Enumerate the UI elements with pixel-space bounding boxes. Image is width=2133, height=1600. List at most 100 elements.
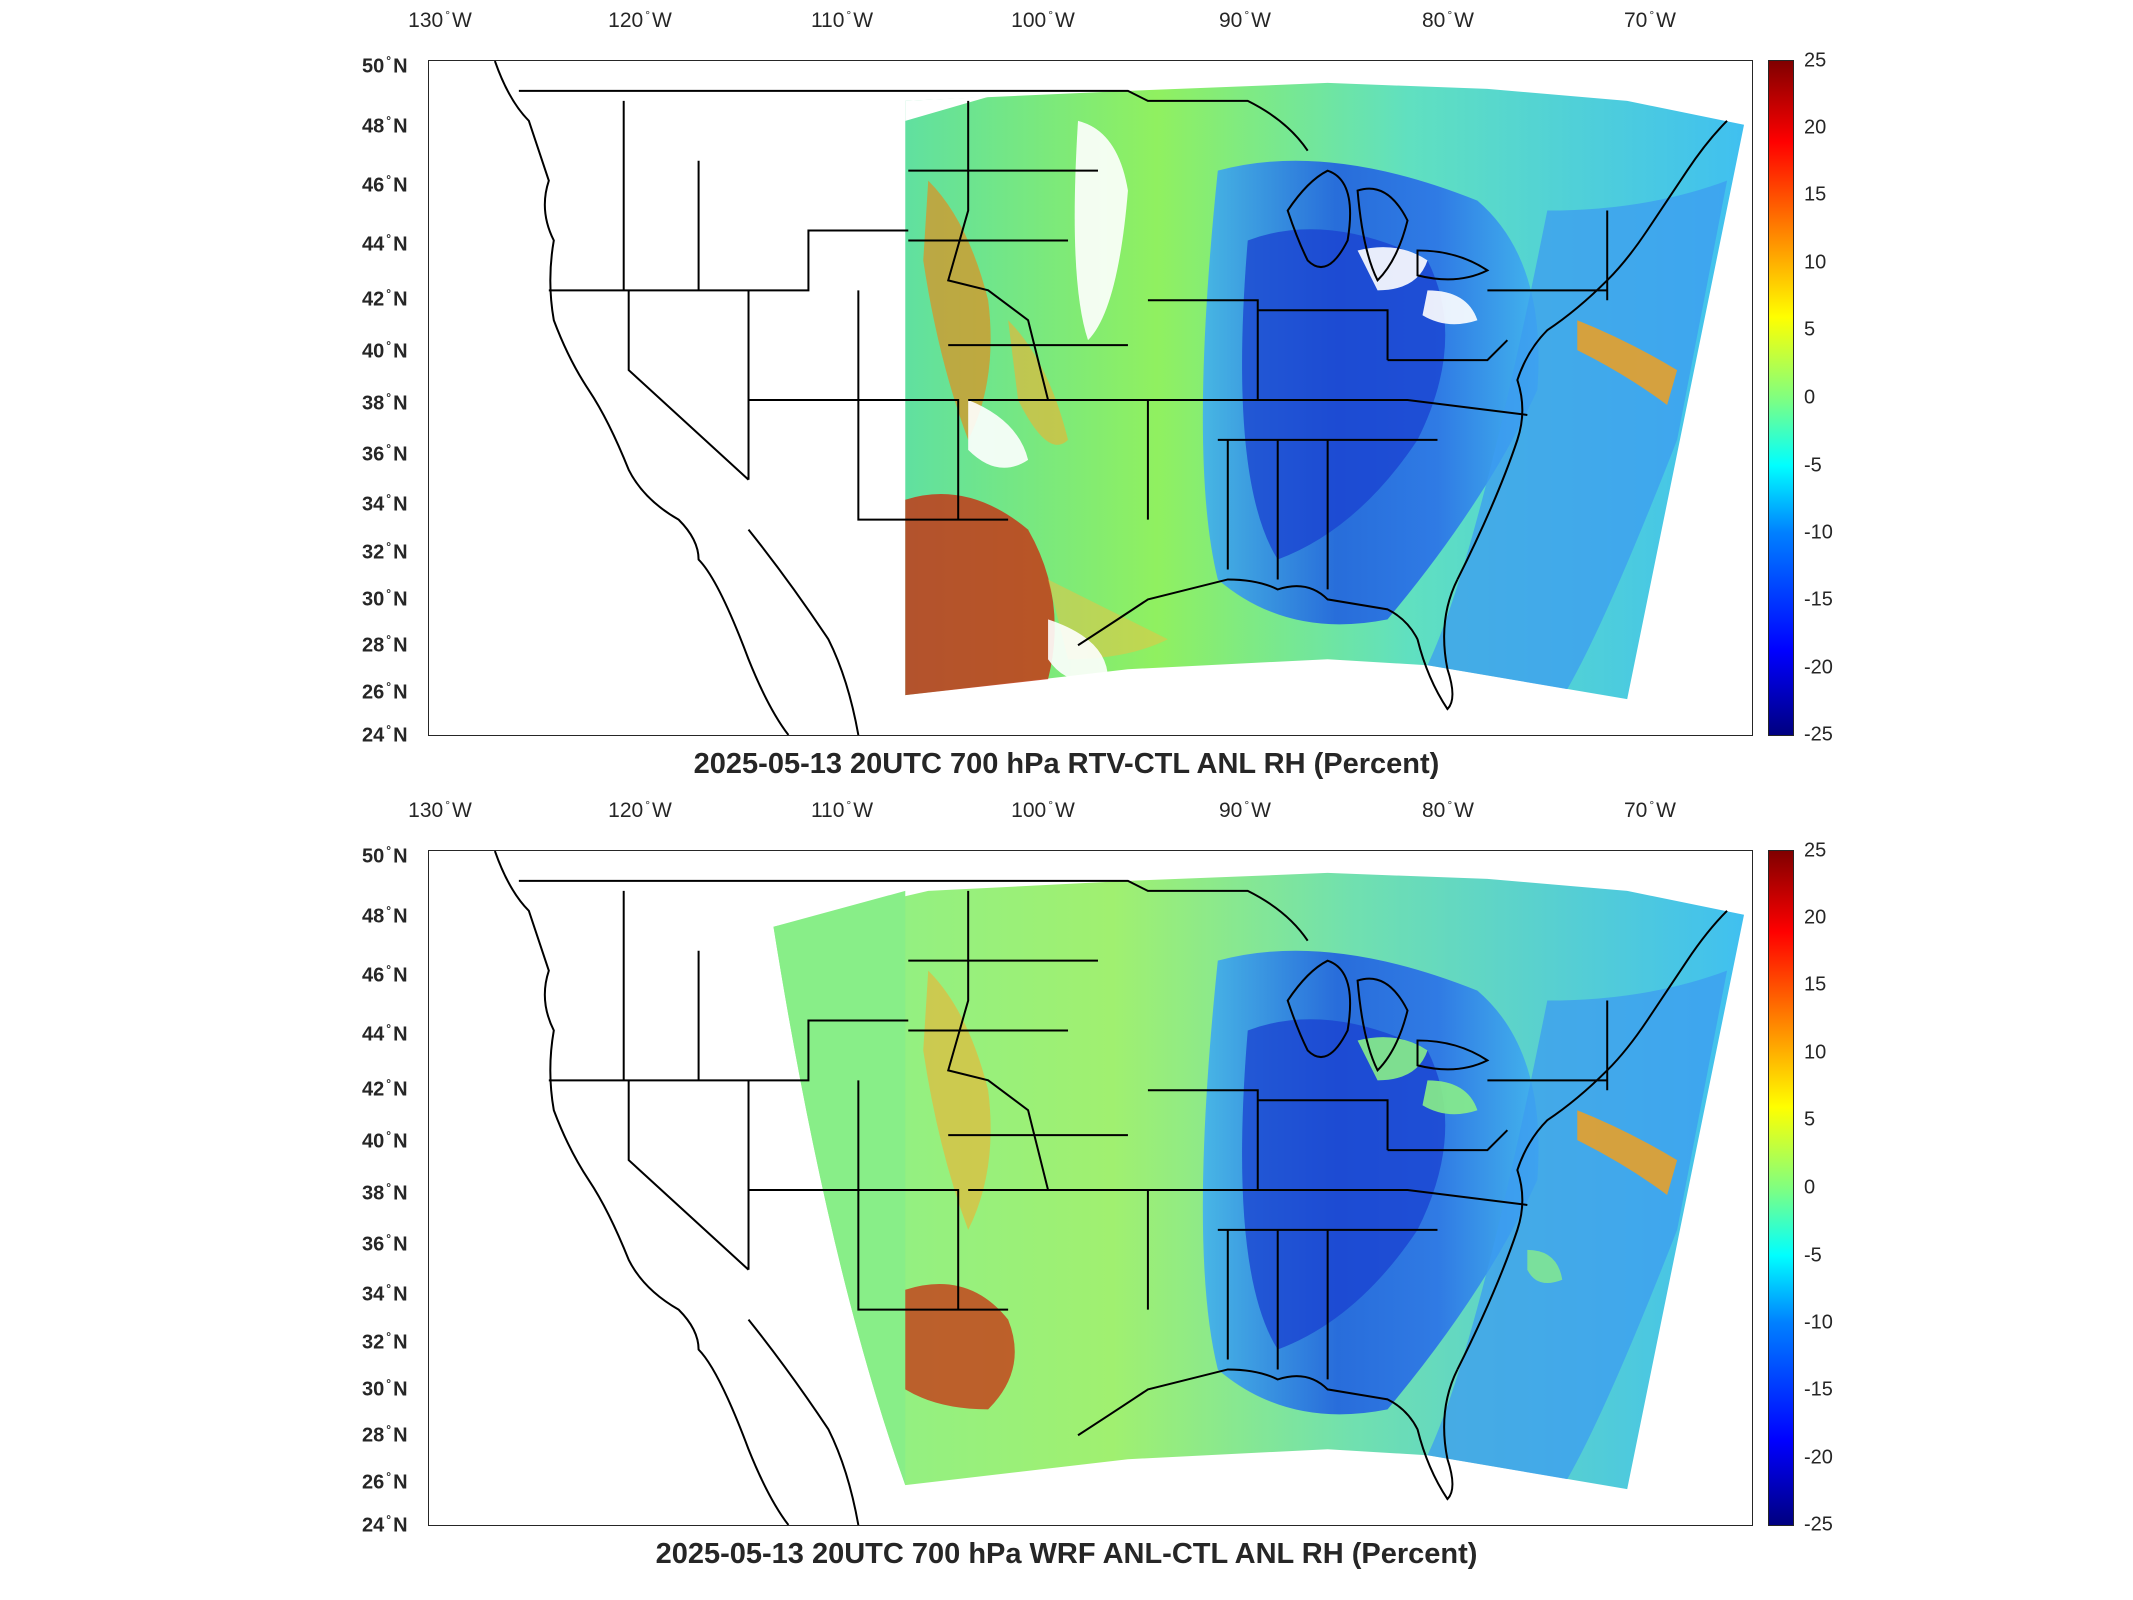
lat-label: 46 ° N	[362, 172, 408, 197]
lat-label: 32 ° N	[362, 1329, 408, 1354]
lon-label: 100 °W	[1011, 798, 1075, 822]
lat-label: 38 ° N	[362, 1180, 408, 1205]
panel-rtv-ctl: 130 °W 120 °W 110 °W 100 °W 90 °W 80 °W 70 °W 5…	[0, 0, 2133, 790]
west-coast	[493, 61, 790, 735]
moist-band	[1577, 1110, 1678, 1195]
moist-plains	[923, 970, 991, 1230]
lat-label: 48 ° N	[362, 903, 408, 928]
lat-label: 30 ° N	[362, 1376, 408, 1401]
lat-label: 40 ° N	[362, 1128, 408, 1153]
lat-label: 28 ° N	[362, 1422, 408, 1447]
colorbar-tick-label: -20	[1804, 656, 1833, 679]
moist-band	[1577, 320, 1678, 405]
colorbar-tick-label: 10	[1804, 1041, 1827, 1064]
lat-label: 28 ° N	[362, 632, 408, 657]
state-line	[627, 1080, 750, 1271]
lat-label: 40 ° N	[362, 338, 408, 363]
east-coast	[1456, 910, 1728, 1370]
lat-label: 34 ° N	[362, 491, 408, 516]
great-lakes	[1356, 977, 1409, 1073]
moist-plains	[923, 180, 991, 440]
state-line	[627, 290, 750, 481]
missing-region	[905, 96, 989, 121]
rh-difference-map	[493, 851, 1745, 1525]
state-line	[748, 398, 960, 520]
lat-label: 36 ° N	[362, 1231, 408, 1256]
neutral-patch	[1527, 1249, 1563, 1284]
lon-label: 130 °W	[408, 8, 472, 32]
great-lakes	[1356, 187, 1409, 283]
moist-southwest	[905, 494, 1055, 696]
great-lakes	[1286, 169, 1352, 268]
colorbar-tick-label: -10	[1804, 521, 1833, 544]
state-line	[1387, 339, 1509, 362]
lat-label: 42 ° N	[362, 1076, 408, 1101]
lon-label: 100 °W	[1011, 8, 1075, 32]
lon-label: 130 °W	[408, 798, 472, 822]
missing-region	[968, 399, 1029, 468]
colorbar-tick-label: -25	[1804, 1513, 1833, 1536]
colorbar-tick-label: -5	[1804, 454, 1822, 477]
panel-wrf-anl-ctl: 130 °W 120 °W 110 °W 100 °W 90 °W 80 °W 70 °W 5…	[0, 790, 2133, 1600]
state-line	[548, 229, 909, 292]
east-coast	[1456, 120, 1728, 580]
map-boundaries	[493, 851, 1728, 1525]
state-line	[748, 1188, 960, 1310]
colorbar-tick-label: 25	[1804, 49, 1827, 72]
state-line	[1147, 1188, 1528, 1206]
colorbar	[1768, 60, 1794, 736]
state-line	[1257, 1099, 1389, 1151]
panel-title: 2025-05-13 20UTC 700 hPa RTV-CTL ANL RH …	[693, 748, 1440, 780]
lon-label: 120 °W	[608, 798, 672, 822]
lon-label: 110 °W	[810, 798, 874, 822]
baja-coast	[747, 528, 860, 735]
state-line	[1147, 299, 1259, 400]
state-line	[1387, 1129, 1509, 1152]
lon-label: 90 °W	[1219, 8, 1271, 32]
lon-label: 80 °W	[1422, 8, 1474, 32]
lat-label: 48 ° N	[362, 113, 408, 138]
state-line	[857, 1080, 1009, 1311]
great-lakes	[1416, 249, 1490, 281]
map-boundaries	[493, 61, 1728, 735]
colorbar-tick-label: -15	[1804, 588, 1833, 611]
lon-label: 80 °W	[1422, 798, 1474, 822]
great-lakes	[1286, 959, 1352, 1058]
lon-label: 120 °W	[608, 8, 672, 32]
neutral-patch	[1357, 1037, 1428, 1081]
lon-label: 70 °W	[1624, 798, 1676, 822]
state-line	[1147, 398, 1528, 416]
colorbar-tick-label: -5	[1804, 1244, 1822, 1267]
atlantic-band	[1427, 970, 1728, 1480]
dry-core	[1242, 229, 1446, 560]
lat-label: 44 ° N	[362, 231, 408, 256]
colorbar-tick-label: 20	[1804, 116, 1827, 139]
canada-border	[518, 89, 1309, 152]
west-coast	[493, 851, 790, 1525]
rh-difference-map	[493, 61, 1745, 735]
state-line	[548, 1019, 909, 1082]
lat-label: 26 ° N	[362, 1469, 408, 1494]
state-line	[857, 290, 1009, 521]
panel-title: 2025-05-13 20UTC 700 hPa WRF ANL-CTL ANL…	[655, 1538, 1478, 1570]
lat-label: 30 ° N	[362, 586, 408, 611]
map-frame	[428, 60, 1753, 736]
lat-label: 36 ° N	[362, 441, 408, 466]
colorbar-tick-label: 15	[1804, 183, 1827, 206]
canada-border	[518, 879, 1309, 942]
colorbar	[1768, 850, 1794, 1526]
colorbar-tick-label: 15	[1804, 973, 1827, 996]
colorbar-tick-label: 5	[1804, 318, 1816, 341]
colorbar-tick-label: 25	[1804, 839, 1827, 862]
lat-label: 42 ° N	[362, 286, 408, 311]
colorbar-tick-label: 0	[1804, 1176, 1816, 1199]
missing-region	[1422, 290, 1478, 325]
colorbar-tick-label: 10	[1804, 251, 1827, 274]
lat-label: 26 ° N	[362, 679, 408, 704]
missing-region	[1074, 120, 1128, 341]
neutral-patch	[1422, 1080, 1478, 1115]
lat-label: 38 ° N	[362, 390, 408, 415]
colorbar-tick-label: -10	[1804, 1311, 1833, 1334]
colorbar-tick-label: 20	[1804, 906, 1827, 929]
gulf-coast	[1077, 578, 1459, 711]
